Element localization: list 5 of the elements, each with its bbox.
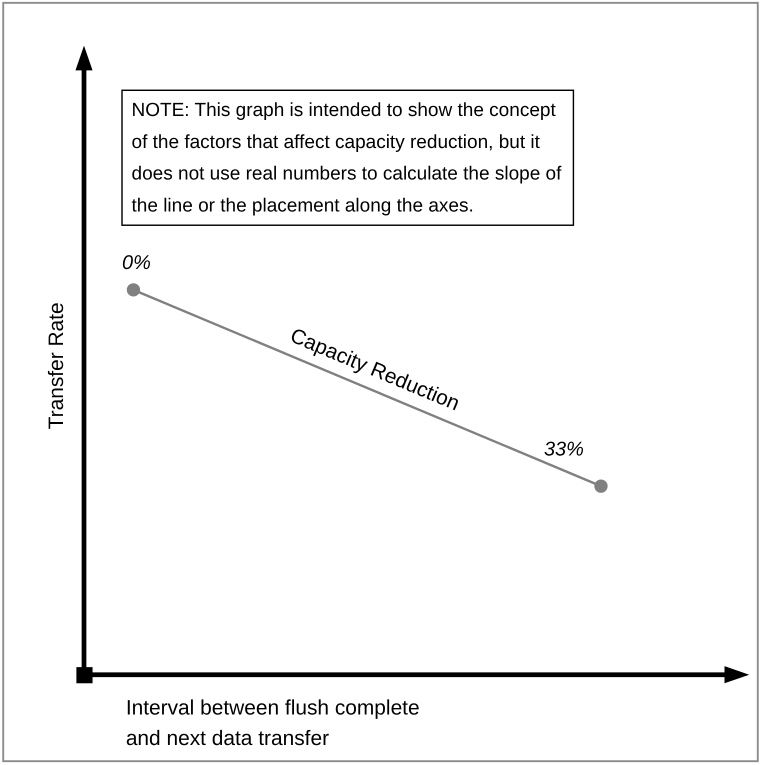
annotation: 33% [544, 438, 584, 461]
y-axis-title: Transfer Rate [45, 302, 68, 430]
text: 0% [122, 252, 151, 274]
x-axis-title: Interval between flush complete and next data transfer [126, 696, 420, 750]
text: NOTE: This graph is intended to show the concept of the factors that affect capacity reduction, but it does not use real numbers to calculate the slope of the line or the placement along the axes. [132, 100, 562, 216]
